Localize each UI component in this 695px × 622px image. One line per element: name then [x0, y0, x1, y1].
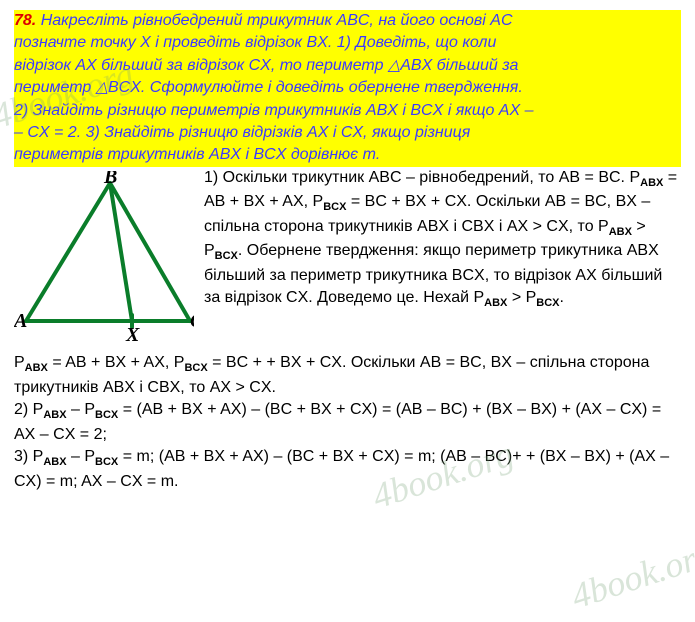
problem-line: Накресліть рівнобедрений трикутник ABC, … — [36, 12, 512, 29]
problem-line: відрізок AX більший за відрізок CX, то п… — [14, 57, 518, 74]
svg-text:B: B — [103, 171, 117, 188]
svg-text:C: C — [190, 310, 194, 332]
sol-text: . Обернене твердження: якщо периметр три… — [204, 242, 662, 306]
sol-text: – P — [67, 448, 95, 465]
solution-block: ABCX 1) Оскільки трикутник ABC – рівнобе… — [14, 167, 681, 493]
sub-abx: ABX — [43, 456, 66, 468]
problem-line: – CX = 2. 3) Знайдіть різницю відрізків … — [14, 124, 470, 141]
problem-line: периметр △BCX. Сформулюйте і доведіть об… — [14, 79, 523, 96]
sol-text: – P — [67, 401, 95, 418]
sol-text: = (AB + BX + AX) – (BC + BX + CX) = (AB … — [14, 401, 661, 443]
sol-text: = AB + BX + AX, P — [48, 354, 185, 371]
sub-bcx: BCX — [95, 456, 118, 468]
sub-bcx: BCX — [95, 409, 118, 421]
sub-bcx: BCX — [536, 298, 559, 310]
sub-abx: ABX — [25, 362, 48, 374]
sub-abx: ABX — [484, 298, 507, 310]
sol-text: 2) P — [14, 401, 43, 418]
sol-text: > P — [507, 289, 536, 306]
sub-bcx: BCX — [215, 251, 238, 263]
problem-statement: 78. Накресліть рівнобедрений трикутник A… — [14, 10, 681, 167]
problem-line: позначте точку X і проведіть відрізок BX… — [14, 34, 496, 51]
sub-bcx: BCX — [323, 202, 346, 214]
sol-text: P — [14, 354, 25, 371]
sol-text: . — [560, 289, 564, 306]
sub-abx: ABX — [640, 177, 663, 189]
sub-abx: ABX — [609, 226, 632, 238]
problem-number: 78. — [14, 12, 36, 29]
sol-text: 1) Оскільки трикутник ABC – рівнобедрени… — [204, 169, 640, 186]
triangle-svg: A B C X — [14, 171, 194, 341]
watermark: 4book.org — [565, 529, 695, 622]
problem-line: 2) Знайдіть різницю периметрів трикутник… — [14, 102, 533, 119]
svg-text:X: X — [125, 324, 140, 341]
sol-text: = m; (AB + BX + AX) – (BC + BX + CX) = m… — [14, 448, 669, 490]
problem-line: периметрів трикутників ABX і BCX дорівню… — [14, 146, 380, 163]
svg-text:A: A — [14, 310, 27, 332]
sol-text: 3) P — [14, 448, 43, 465]
sub-bcx: BCX — [184, 362, 207, 374]
triangle-figure: A B C X — [14, 171, 194, 348]
sub-abx: ABX — [43, 409, 66, 421]
